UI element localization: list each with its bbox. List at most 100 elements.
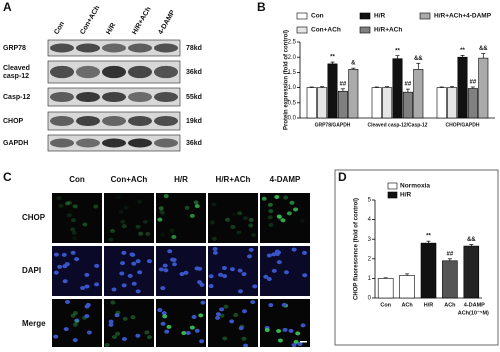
cell: [185, 330, 191, 335]
micrograph: [208, 299, 258, 349]
cell: [163, 268, 169, 273]
cell: [135, 224, 141, 229]
cell: [219, 307, 225, 312]
cell: [68, 209, 73, 213]
cell: [80, 286, 86, 291]
cell: [121, 283, 127, 288]
cell: [108, 319, 114, 324]
cell: [64, 262, 70, 267]
significance-mark: **: [330, 55, 335, 61]
bar: [399, 275, 415, 299]
cell: [268, 209, 274, 214]
bar: [447, 87, 458, 119]
x-tick-label: GRP78/GAPDH: [315, 122, 351, 128]
cell: [157, 217, 163, 222]
y-axis-label: CHOP fluorescence (fold of control): [354, 198, 360, 300]
row-label: GAPDH: [3, 140, 28, 147]
cell: [170, 257, 176, 262]
cell: [241, 272, 247, 277]
cell: [200, 300, 206, 305]
micrograph: [52, 246, 102, 296]
significance-mark: **: [460, 48, 465, 54]
cell: [73, 204, 79, 209]
cell: [238, 289, 244, 294]
cell: [137, 270, 143, 275]
cell: [137, 199, 143, 204]
bar: [478, 57, 489, 119]
cell: [70, 227, 76, 232]
cell: [84, 284, 90, 289]
y-tick-label: 4: [368, 217, 372, 223]
cell: [169, 228, 175, 233]
cell: [121, 224, 127, 229]
cell: [300, 323, 306, 328]
bar: [442, 260, 458, 299]
blot-band: [102, 43, 126, 53]
legend-label: Normoxia: [400, 183, 430, 190]
cell: [268, 303, 274, 308]
cell: [248, 217, 254, 222]
cell: [212, 247, 218, 252]
cell: [217, 272, 223, 277]
blot-band: [76, 138, 100, 148]
panel-label: B: [257, 0, 266, 14]
cell: [130, 315, 136, 320]
cell: [135, 333, 141, 338]
cell: [115, 310, 121, 315]
bar: [402, 91, 413, 119]
size-label: 19kd: [186, 118, 202, 125]
legend-label: H/R: [400, 192, 412, 199]
cell: [164, 329, 170, 334]
cell: [72, 236, 78, 241]
cell: [84, 314, 90, 319]
cell: [266, 253, 272, 258]
significance-mark: &&: [479, 46, 488, 52]
x-tick-label: CHOP/GAPDH: [446, 122, 480, 128]
cell: [72, 322, 78, 327]
cell: [237, 211, 243, 216]
y-tick-label: 2.5: [288, 40, 297, 46]
cell: [147, 335, 153, 340]
cell: [119, 271, 125, 276]
cell: [209, 220, 215, 225]
micrograph: [260, 193, 310, 243]
blot-band: [76, 65, 100, 79]
cell: [283, 195, 289, 200]
cell: [120, 219, 126, 224]
size-label: 55kd: [186, 94, 202, 101]
blot-band: [102, 115, 126, 127]
cell: [183, 270, 189, 275]
significance-mark: &&: [467, 237, 476, 243]
size-label: 36kd: [186, 140, 202, 147]
cell: [221, 266, 227, 271]
cell: [64, 300, 70, 305]
y-tick-label: 3: [368, 237, 372, 243]
bar: [348, 69, 359, 119]
bar: [436, 87, 447, 119]
cell: [72, 338, 78, 343]
blot-band: [102, 65, 126, 79]
bar: [371, 87, 382, 119]
cell: [118, 209, 124, 214]
cell: [162, 314, 168, 319]
blot-band: [76, 115, 100, 127]
cell: [248, 223, 254, 228]
blot-band: [154, 91, 178, 103]
significance-mark: &: [351, 61, 356, 67]
cell: [215, 312, 221, 317]
cell: [58, 203, 64, 208]
cell: [229, 267, 235, 272]
cell: [252, 284, 258, 289]
x-tick-label: Cleaved casp-12/Casp-12: [367, 122, 427, 128]
cell: [264, 328, 270, 333]
blot-band: [128, 91, 152, 103]
legend-label: Con+ACh: [311, 27, 341, 34]
cell: [115, 331, 121, 336]
row-label: CHOP: [22, 213, 46, 222]
cell: [160, 286, 166, 291]
legend-swatch: [359, 26, 371, 34]
cell: [191, 315, 197, 320]
cell: [144, 330, 150, 335]
cell: [116, 195, 122, 200]
